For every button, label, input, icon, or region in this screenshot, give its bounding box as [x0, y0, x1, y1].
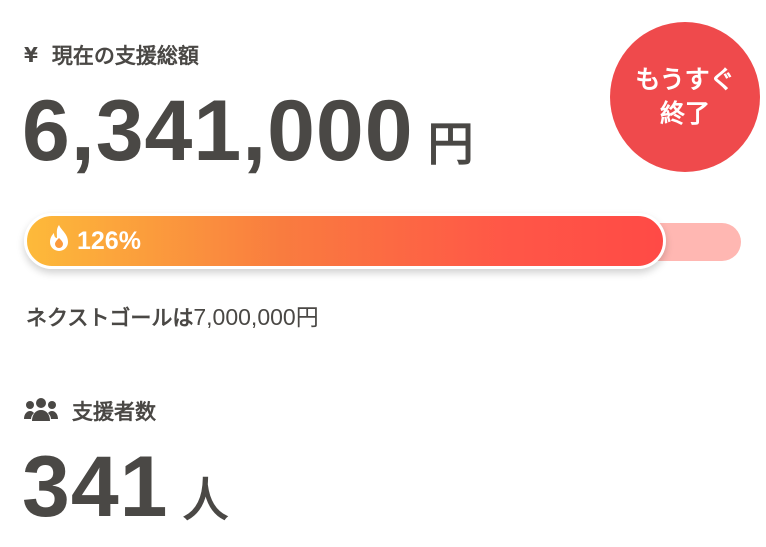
total-amount: 6,341,000 円 [22, 82, 475, 181]
next-goal-amount: 7,000,000円 [193, 304, 319, 330]
progress-percent: 126% [77, 226, 141, 255]
flame-icon [47, 224, 71, 259]
total-amount-label: ¥ 現在の支援総額 [24, 40, 199, 70]
next-goal: ネクストゴールは7,000,000円 [26, 298, 319, 332]
progress-fill: 126% [24, 213, 666, 269]
supporters-count: 341 人 [22, 438, 230, 537]
supporters-count-value: 341 [22, 439, 169, 535]
total-amount-unit: 円 [427, 117, 475, 171]
supporters-count-unit: 人 [182, 473, 230, 527]
supporters-label-text: 支援者数 [72, 400, 156, 424]
total-amount-value: 6,341,000 [22, 83, 414, 179]
users-icon [24, 397, 58, 426]
ending-soon-badge: もうすぐ 終了 [610, 22, 760, 172]
next-goal-prefix: ネクストゴールは [26, 306, 194, 330]
badge-line2: 終了 [659, 99, 710, 128]
supporters-label: 支援者数 [24, 396, 156, 426]
total-label-text: 現在の支援総額 [51, 44, 199, 68]
yen-icon: ¥ [24, 43, 38, 67]
badge-line1: もうすぐ [635, 65, 735, 94]
